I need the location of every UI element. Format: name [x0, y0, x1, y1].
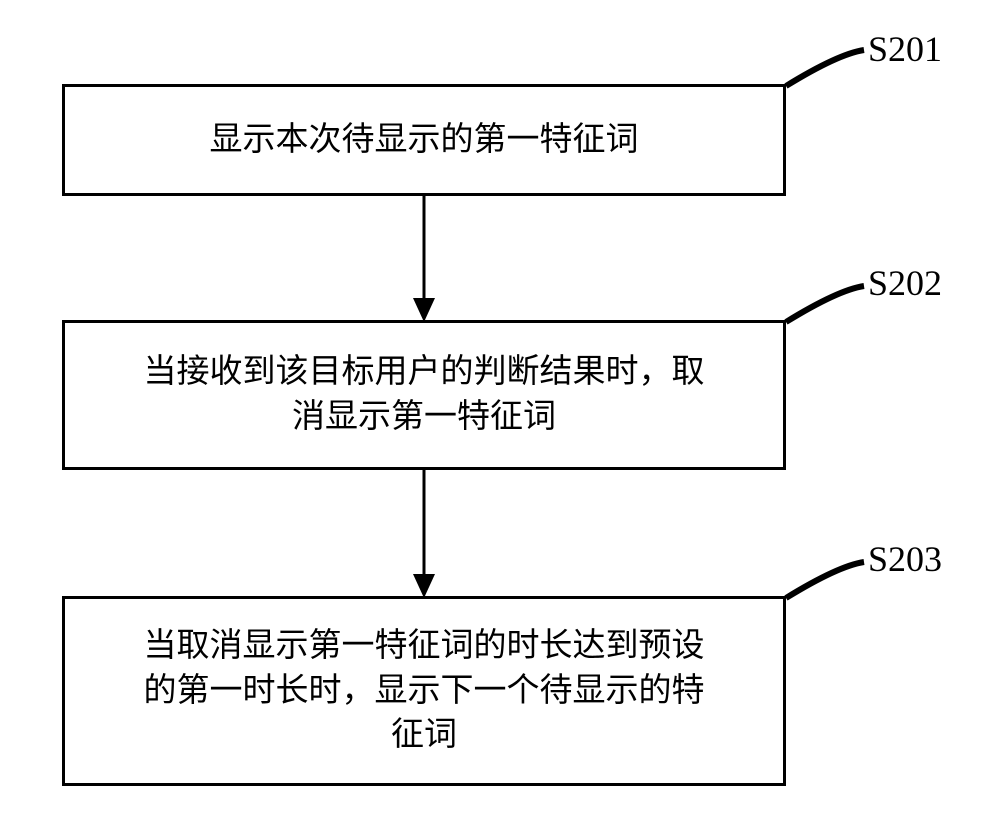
callout-s202	[786, 286, 864, 322]
flowchart-node-1-text: 显示本次待显示的第一特征词	[81, 118, 767, 163]
step-label-s203: S203	[868, 538, 942, 580]
step-label-s201: S201	[868, 28, 942, 70]
flowchart-node-2-text: 当接收到该目标用户的判断结果时，取 消显示第一特征词	[81, 350, 767, 439]
flowchart-node-1: 显示本次待显示的第一特征词	[62, 84, 786, 196]
callout-s203	[786, 562, 864, 598]
flowchart-node-2: 当接收到该目标用户的判断结果时，取 消显示第一特征词	[62, 320, 786, 470]
step-label-s202: S202	[868, 262, 942, 304]
flowchart-node-3: 当取消显示第一特征词的时长达到预设 的第一时长时，显示下一个待显示的特 征词	[62, 596, 786, 786]
callout-s201	[786, 50, 864, 86]
flowchart-canvas: 显示本次待显示的第一特征词 当接收到该目标用户的判断结果时，取 消显示第一特征词…	[0, 0, 1000, 837]
flowchart-node-3-text: 当取消显示第一特征词的时长达到预设 的第一时长时，显示下一个待显示的特 征词	[81, 624, 767, 758]
